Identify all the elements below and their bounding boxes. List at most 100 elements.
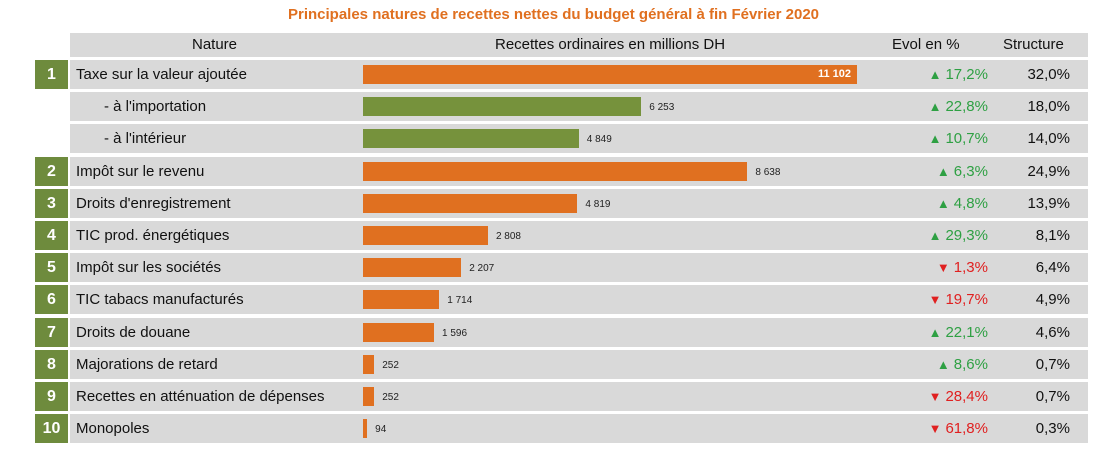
table-row: Taxe sur la valeur ajoutée 11 102 ▲ 17,2% 32… [70, 60, 1088, 89]
evol-cell: ▼ 61,8% [929, 414, 988, 443]
row-number-badge: 2 [35, 156, 68, 186]
row-number-badge: 1 [35, 60, 68, 89]
up-triangle-icon: ▲ [928, 131, 942, 147]
evol-value: 29,3% [945, 227, 988, 244]
row-number-badge: 9 [35, 382, 68, 411]
table-row: - à l'importation 6 253 ▲ 22,8% 18,0% [70, 92, 1088, 122]
bar-value-label: 4 849 [586, 134, 612, 146]
evol-cell: ▲ 10,7% [929, 124, 988, 153]
up-triangle-icon: ▲ [936, 195, 950, 211]
evol-value: 22,1% [945, 323, 988, 341]
evol-cell: ▲ 22,8% [929, 92, 988, 121]
row-label: - à l'importation [104, 98, 207, 116]
structure-value: 0,7% [1035, 388, 1070, 405]
row-number-badge: 3 [35, 188, 68, 218]
bar [363, 354, 375, 374]
up-triangle-icon: ▲ [928, 324, 942, 340]
down-triangle-icon: ▼ [936, 260, 950, 276]
evol-value: 61,8% [945, 420, 988, 438]
table-header: Nature Recettes ordinaires en millions D… [70, 33, 1088, 57]
table-row: Impôt sur les sociétés 2 207 ▼ 1,3% 6,4% [70, 253, 1088, 283]
bar-value-label: 8 638 [755, 166, 781, 178]
bar-value-label: 1 596 [442, 327, 468, 339]
bar [363, 226, 488, 245]
row-label: Impôt sur le revenu [76, 162, 205, 180]
bar [363, 65, 857, 84]
table-row: Droits d'enregistrement 4 819 ▲ 4,8% 13,9% [70, 188, 1088, 218]
table-row: Impôt sur le revenu 8 638 ▲ 6,3% 24,9% [70, 156, 1088, 186]
evol-cell: ▲ 29,3% [929, 221, 988, 250]
structure-value: 14,0% [1027, 130, 1070, 148]
evol-value: 1,3% [953, 259, 988, 277]
table-row: Majorations de retard 252 ▲ 8,6% 0,7% [70, 349, 1088, 379]
up-triangle-icon: ▲ [936, 356, 950, 372]
row-number-badge: 4 [35, 221, 68, 250]
row-label: Majorations de retard [76, 355, 218, 373]
chart-title: Principales natures de recettes nettes d… [287, 6, 820, 23]
row-number-badge: 6 [35, 285, 68, 315]
down-triangle-icon: ▼ [928, 292, 942, 308]
evol-value: 28,4% [945, 388, 988, 405]
table-row: TIC prod. énergétiques 2 808 ▲ 29,3% 8,1% [70, 221, 1088, 250]
evol-value: 10,7% [945, 130, 988, 148]
table-row: Recettes en atténuation de dépenses 252 ▼ 2… [70, 382, 1088, 411]
row-label: Recettes en atténuation de dépenses [76, 388, 325, 405]
bar [363, 129, 579, 149]
structure-value: 24,9% [1027, 162, 1070, 180]
evol-value: 4,8% [953, 194, 988, 212]
row-label: Monopoles [76, 420, 150, 438]
row-label: Droits de douane [76, 323, 191, 341]
row-number-badge: 5 [35, 253, 68, 283]
bar [363, 161, 748, 181]
up-triangle-icon: ▲ [928, 99, 942, 115]
evol-value: 19,7% [945, 291, 988, 309]
bar [363, 97, 642, 117]
evol-cell: ▼ 28,4% [929, 382, 988, 411]
bar [363, 193, 578, 213]
evol-cell: ▼ 1,3% [937, 253, 988, 282]
up-triangle-icon: ▲ [928, 67, 942, 82]
row-number-badge: 10 [35, 414, 68, 444]
row-number-badge: 8 [35, 349, 68, 379]
row-number-badge: 7 [35, 317, 68, 347]
evol-cell: ▲ 6,3% [937, 157, 988, 186]
structure-value: 13,9% [1027, 194, 1070, 212]
bar [363, 387, 375, 406]
evol-cell: ▼ 19,7% [929, 285, 988, 314]
row-label: Impôt sur les sociétés [76, 259, 222, 277]
bar-value-label: 2 207 [469, 263, 495, 275]
header-nature: Nature [192, 36, 238, 53]
bar-value-label: 252 [382, 392, 399, 403]
bar-value-label: 2 808 [495, 231, 521, 242]
structure-value: 32,0% [1027, 66, 1070, 83]
bar-value-label: 6 253 [649, 102, 675, 114]
row-label: TIC prod. énergétiques [76, 227, 230, 244]
table-row: TIC tabacs manufacturés 1 714 ▼ 19,7% 4,9% [70, 285, 1088, 315]
bar-value-label: 252 [382, 359, 399, 371]
bar-value-label: 11 102 [817, 68, 851, 80]
structure-value: 4,9% [1035, 291, 1070, 309]
structure-value: 0,7% [1035, 355, 1070, 373]
evol-cell: ▲ 4,8% [937, 189, 988, 218]
bar [363, 290, 440, 310]
bar [363, 419, 368, 439]
bar-value-label: 1 714 [447, 295, 473, 307]
evol-cell: ▲ 22,1% [929, 318, 988, 347]
evol-cell: ▲ 8,6% [937, 350, 988, 379]
header-evol: Evol en % [892, 36, 960, 53]
down-triangle-icon: ▼ [928, 389, 942, 404]
structure-value: 0,3% [1035, 420, 1070, 438]
structure-value: 6,4% [1035, 259, 1070, 277]
header-structure: Structure [1003, 36, 1064, 53]
row-label: - à l'intérieur [104, 130, 187, 148]
row-label: TIC tabacs manufacturés [76, 291, 244, 309]
header-recettes: Recettes ordinaires en millions DH [495, 36, 726, 53]
bar-value-label: 4 819 [585, 198, 611, 210]
structure-value: 4,6% [1035, 323, 1070, 341]
evol-value: 6,3% [953, 162, 988, 180]
evol-value: 22,8% [945, 98, 988, 116]
evol-value: 17,2% [945, 66, 988, 83]
up-triangle-icon: ▲ [928, 228, 942, 243]
bar-value-label: 94 [375, 424, 387, 436]
evol-value: 8,6% [953, 355, 988, 373]
